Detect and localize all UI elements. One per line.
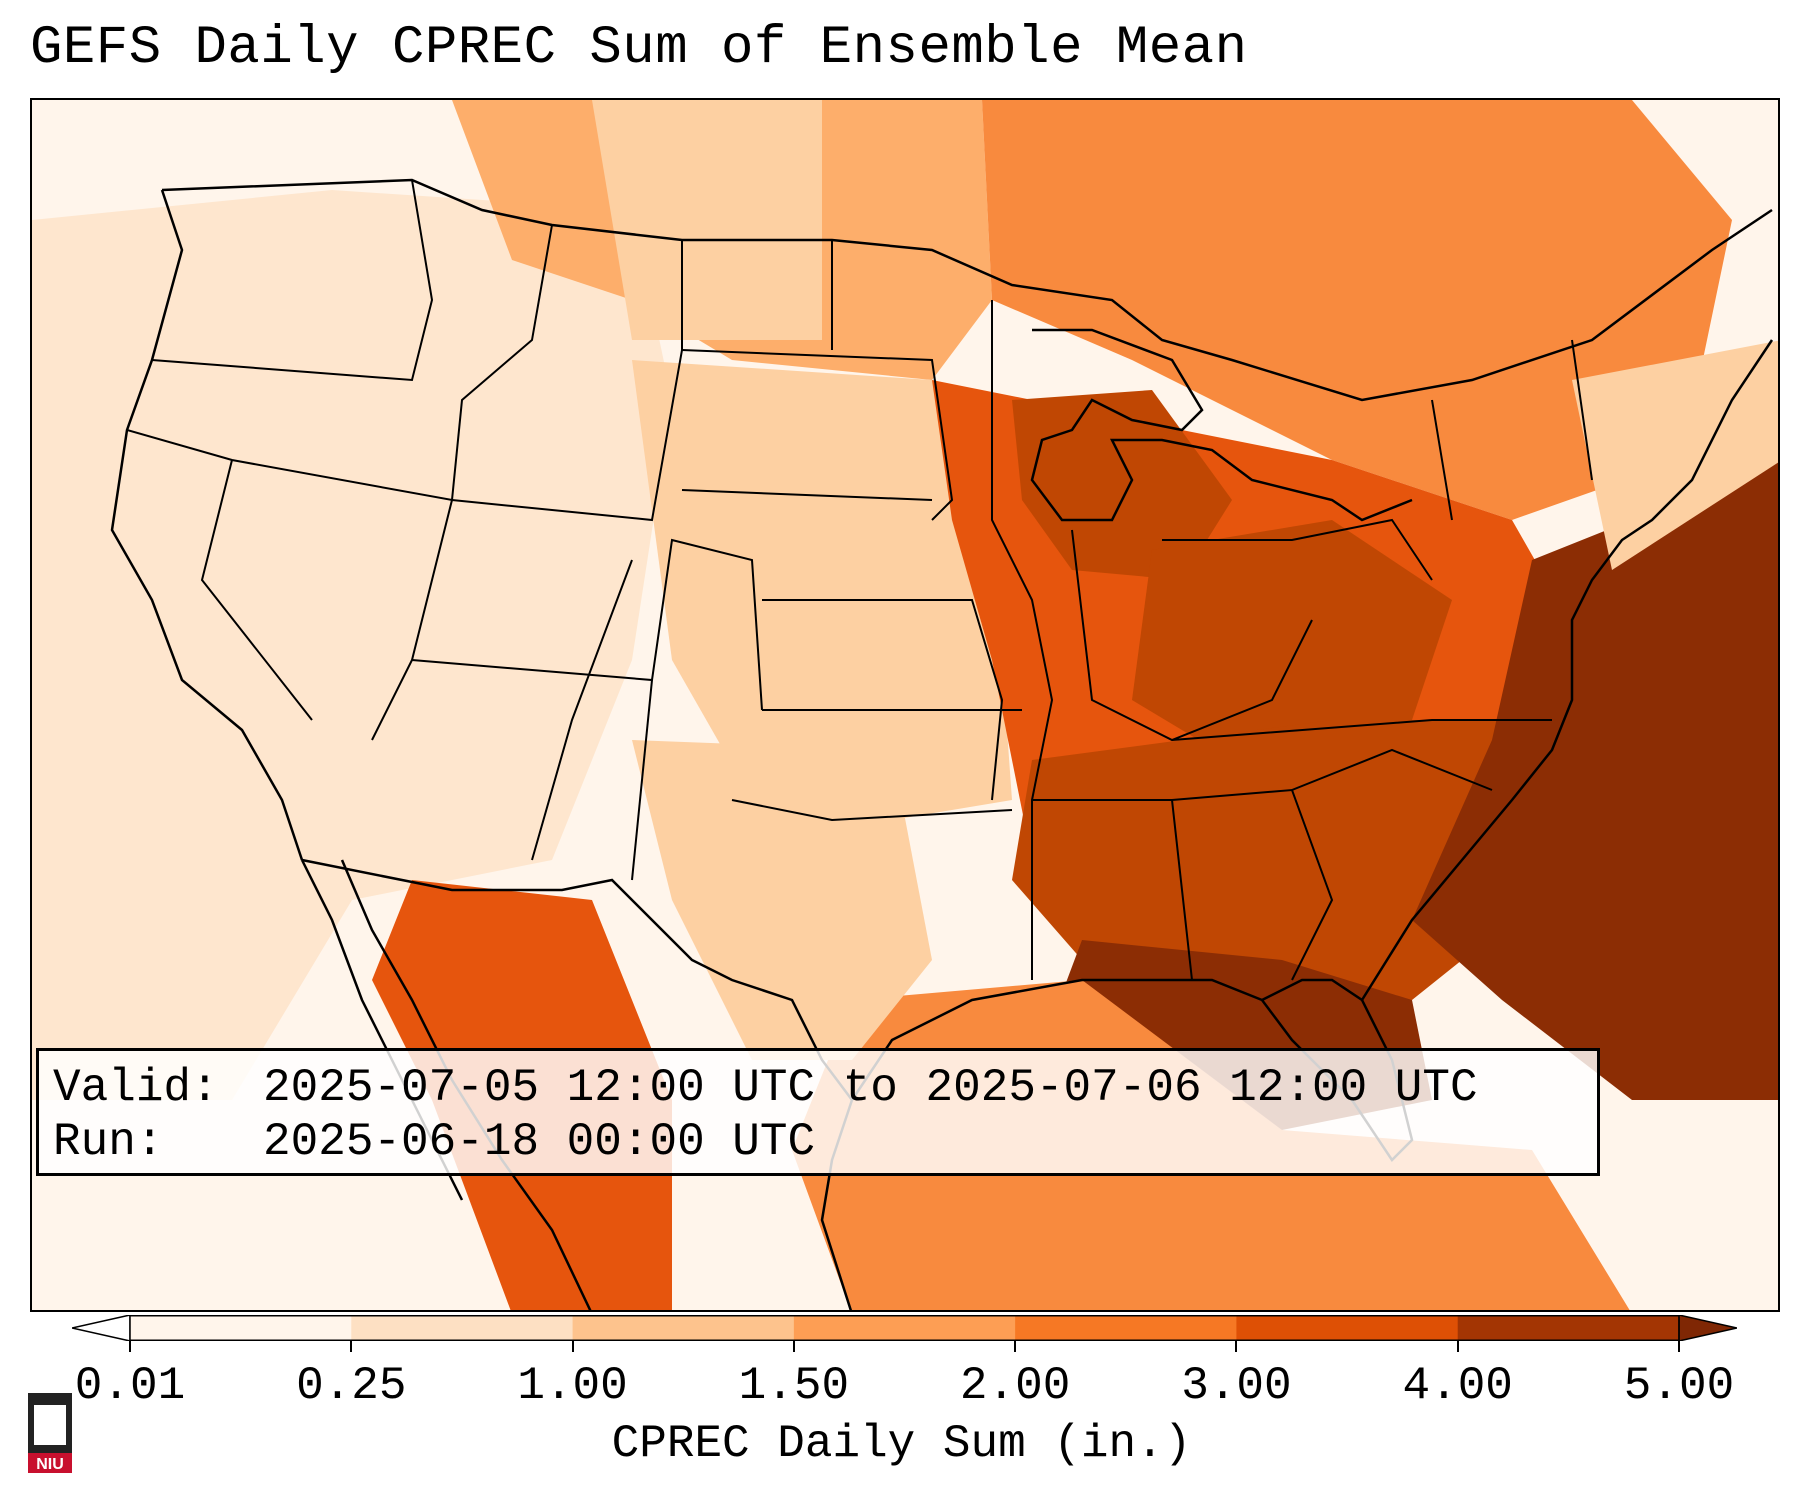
state-line xyxy=(451,240,683,522)
pacific-coast xyxy=(110,189,304,861)
colorbar-tick-label: 3.00 xyxy=(1181,1360,1292,1412)
logo-text: NIU xyxy=(36,1456,64,1473)
run-text: 2025-06-18 00:00 UTC xyxy=(263,1116,816,1168)
validity-info-box: Valid: 2025-07-05 12:00 UTC to 2025-07-0… xyxy=(36,1048,1600,1176)
colorbar-tick-label: 0.01 xyxy=(74,1360,186,1412)
colorbar-segment xyxy=(1457,1315,1680,1341)
colorbar xyxy=(72,1315,1737,1341)
colorbar-label: CPREC Daily Sum (in.) xyxy=(611,1418,1192,1470)
shade-canada-east xyxy=(982,100,1732,520)
colorbar-segment xyxy=(572,1315,795,1341)
colorbar-extend-min xyxy=(72,1315,131,1341)
shade-texas xyxy=(632,740,932,1060)
colorbar-segment xyxy=(793,1315,1016,1341)
colorbar-tick-label: 1.00 xyxy=(517,1360,628,1412)
us-mexico-border xyxy=(301,858,853,1101)
colorbar-tick-label: 2.00 xyxy=(959,1360,1071,1412)
state-line xyxy=(631,679,653,881)
shade-west-light xyxy=(32,190,672,1100)
state-line xyxy=(411,538,763,711)
run-label: Run: xyxy=(53,1116,164,1168)
state-lines xyxy=(126,179,1593,981)
colorbar-tick-label: 1.50 xyxy=(738,1360,850,1412)
shade-atlantic-max xyxy=(1412,461,1778,1100)
run-row: Run: 2025-06-18 00:00 UTC xyxy=(53,1115,1583,1169)
state-line xyxy=(1162,518,1433,581)
valid-label: Valid: xyxy=(53,1062,219,1114)
colorbar-tick-label: 0.25 xyxy=(296,1360,407,1412)
state-line xyxy=(762,599,1004,801)
colorbar-segment xyxy=(351,1315,574,1341)
great-lakes xyxy=(1030,328,1413,522)
colorbar-tick xyxy=(1678,1340,1680,1352)
state-line xyxy=(731,799,1013,822)
atlantic-coast xyxy=(1360,339,1774,1001)
us-canada-border xyxy=(161,178,1773,402)
colorbar-tick xyxy=(792,1340,795,1352)
shade-ohio-valley xyxy=(1132,520,1452,760)
colorbar-tick xyxy=(1014,1340,1017,1352)
colorbar-ticks: 0.01 0.25 1.00 1.50 2.00 3.00 4.00 5.00 xyxy=(0,1340,1803,1412)
state-line xyxy=(200,459,313,721)
state-line xyxy=(681,489,933,501)
colorbar-outline xyxy=(129,1315,1680,1341)
state-line xyxy=(1571,339,1593,481)
colorbar-extend-max xyxy=(1678,1315,1737,1341)
colorbar-tick xyxy=(1235,1340,1238,1352)
state-line xyxy=(681,349,954,521)
colorbar-tick xyxy=(571,1340,574,1352)
state-line xyxy=(531,559,633,861)
logo-banner xyxy=(28,1453,72,1473)
chart-title: GEFS Daily CPREC Sum of Ensemble Mean xyxy=(30,18,1248,79)
valid-text: 2025-07-05 12:00 UTC to 2025-07-06 12:00… xyxy=(263,1062,1478,1114)
state-line xyxy=(1291,748,1493,791)
state-line xyxy=(126,224,553,502)
niu-logo: NIU xyxy=(28,1393,72,1473)
colorbar-segment xyxy=(130,1315,352,1341)
shade-southeast xyxy=(1012,720,1532,1000)
colorbar-tick xyxy=(129,1340,131,1352)
colorbar-tick-label: 4.00 xyxy=(1402,1360,1513,1412)
colorbar-segment xyxy=(1015,1315,1237,1341)
shade-north-light xyxy=(592,100,822,340)
state-line xyxy=(151,179,434,382)
state-line xyxy=(1431,399,1453,521)
state-line xyxy=(1171,719,1552,741)
colorbar-segment xyxy=(1236,1315,1459,1341)
shade-lake-michigan xyxy=(1012,390,1232,580)
shade-ne-coast xyxy=(1572,340,1778,570)
colorbar-tick xyxy=(1456,1340,1459,1352)
colorbar-tick xyxy=(350,1340,353,1352)
shade-central-plains xyxy=(632,360,1012,820)
valid-row: Valid: 2025-07-05 12:00 UTC to 2025-07-0… xyxy=(53,1061,1583,1115)
colorbar-tick-label: 5.00 xyxy=(1623,1360,1735,1412)
logo-tower-face xyxy=(34,1405,66,1445)
state-line xyxy=(1171,788,1334,981)
state-line xyxy=(991,300,1054,980)
